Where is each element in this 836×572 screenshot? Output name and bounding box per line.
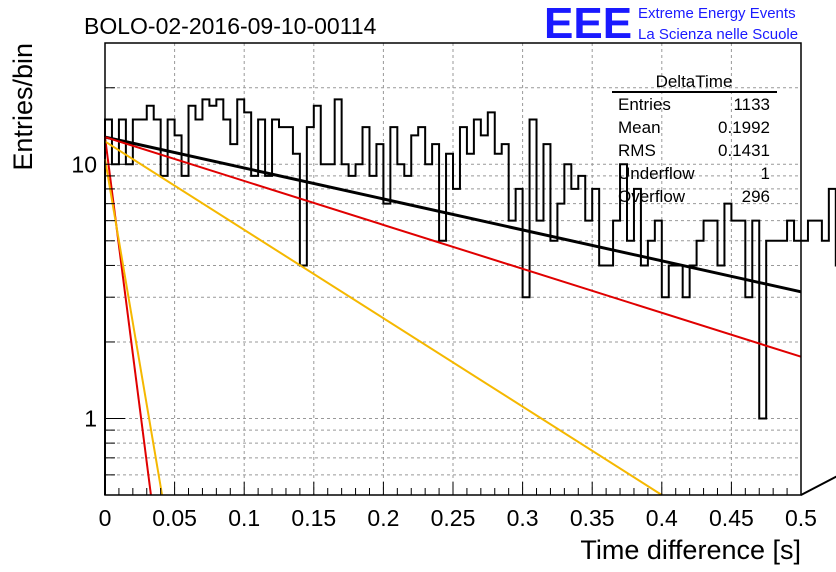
x-tick-label: 0.35: [570, 505, 615, 531]
chart-title: BOLO-02-2016-09-10-00114: [84, 13, 377, 39]
stats-value-rms: 0.1431: [718, 141, 770, 160]
stats-label-rms: RMS: [618, 141, 656, 160]
x-tick-label: 0.15: [291, 505, 336, 531]
logo-line-2: La Scienza nelle Scuole: [638, 26, 798, 43]
x-tick-label: 0.45: [709, 505, 754, 531]
stats-title: DeltaTime: [656, 72, 733, 91]
stats-value-entries: 1133: [733, 95, 770, 114]
fit-curve-5: [104, 140, 663, 496]
x-tick-label: 0: [99, 505, 112, 531]
x-tick-label: 0.2: [367, 505, 399, 531]
fit-curve-2: [104, 136, 802, 358]
stats-label-mean: Mean: [618, 118, 661, 137]
y-axis-label: Entries/bin: [8, 43, 38, 171]
stats-label-overflow: Overflow: [618, 187, 686, 206]
eee-logo: EEE Extreme Energy Events La Scienza nel…: [544, 0, 798, 48]
eee-logo-mark: EEE: [544, 0, 632, 48]
y-tick-label: 10: [71, 151, 97, 177]
x-tick-label: 0.4: [646, 505, 678, 531]
x-axis-label: Time difference [s]: [580, 535, 801, 565]
x-axis: 0 0.05 0.1 0.15 0.2 0.25 0.3 0.35 0.4 0.45 0.5: [99, 482, 817, 531]
stats-label-entries: Entries: [618, 95, 671, 114]
stats-value-underflow: 1: [761, 164, 770, 183]
stats-value-mean: 0.1992: [718, 118, 770, 137]
fit-curve-3: [104, 136, 152, 496]
y-axis: 1 10: [71, 42, 125, 496]
x-tick-label: 0.25: [431, 505, 476, 531]
fit-curve-4: [104, 158, 164, 496]
stats-box: DeltaTime Entries 1133 Mean 0.1992 RMS 0…: [612, 72, 777, 206]
x-tick-label: 0.3: [507, 505, 539, 531]
logo-line-1: Extreme Energy Events: [638, 5, 796, 22]
x-tick-label: 0.05: [152, 505, 197, 531]
histogram-series: [104, 98, 836, 496]
x-tick-label: 0.1: [228, 505, 260, 531]
histogram-line: [104, 98, 836, 496]
y-tick-label: 1: [84, 405, 97, 431]
stats-label-underflow: Underflow: [618, 164, 695, 183]
fit-curves: [104, 135, 802, 496]
fit-curve-1: [104, 135, 802, 294]
stats-value-overflow: 296: [742, 187, 770, 206]
x-tick-label: 0.5: [785, 505, 817, 531]
